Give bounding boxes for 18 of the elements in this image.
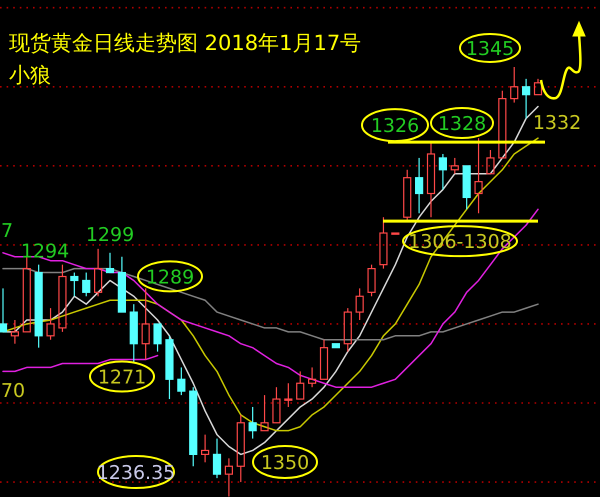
annotation: 1328 [430,107,494,139]
annotation: 1350 [260,452,310,474]
annotation: 1271 [89,360,155,393]
annotation: 1289 [146,266,194,288]
annotation: 1350 [252,445,318,479]
annotation: 1332 [532,112,582,134]
annotation: 1345 [459,33,521,63]
annotation: 1326 [361,108,429,142]
annotation: 7 [0,220,14,242]
subtitle: 小狼 [9,63,51,87]
annotation: 1294 [20,240,70,263]
title: 现货黄金日线走势图 2018年1月17号 [9,31,362,55]
annotation: 1289 [137,260,203,292]
annotation: 1326 [370,115,420,138]
annotation: 1299 [86,224,134,246]
annotation: 70 [0,380,26,402]
annotation: 1328 [438,113,486,135]
annotation: 1271 [98,366,146,389]
